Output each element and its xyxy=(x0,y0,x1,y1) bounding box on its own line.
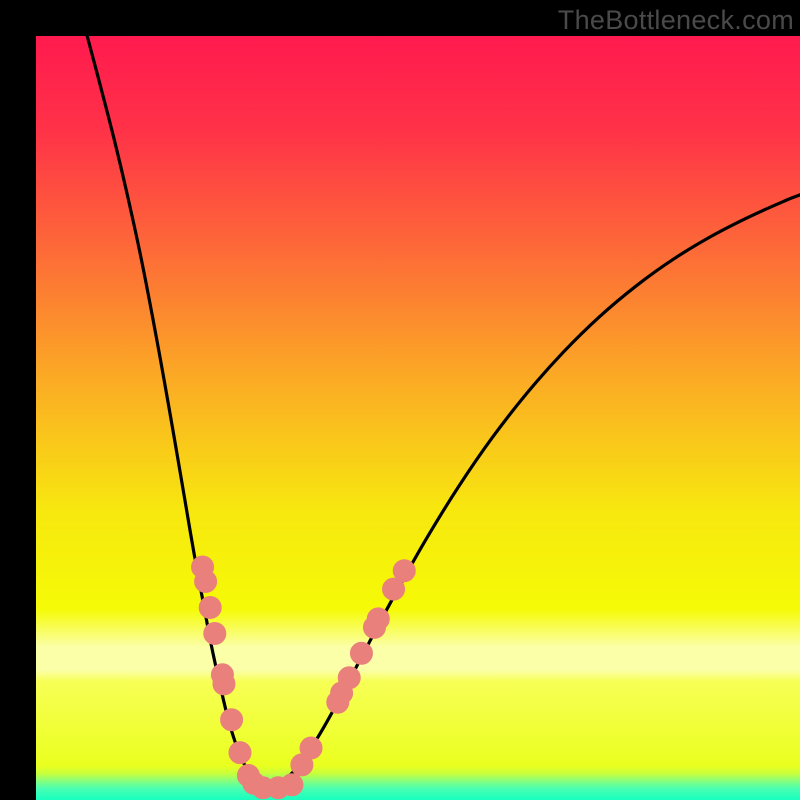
marker-left xyxy=(213,673,235,695)
marker-right xyxy=(350,642,372,664)
chart-root: TheBottleneck.com xyxy=(0,0,800,800)
marker-right xyxy=(338,667,360,689)
watermark-text: TheBottleneck.com xyxy=(558,5,794,36)
marker-right xyxy=(300,737,322,759)
marker-right xyxy=(367,608,389,630)
marker-left xyxy=(199,596,221,618)
marker-right xyxy=(393,560,415,582)
marker-left xyxy=(195,571,217,593)
marker-left xyxy=(221,709,243,731)
marker-left xyxy=(229,742,251,764)
marker-left xyxy=(204,622,226,644)
curve-left-branch xyxy=(87,36,265,787)
chart-overlay xyxy=(36,36,800,800)
marker-valley xyxy=(281,774,303,796)
plot-area xyxy=(36,36,800,800)
